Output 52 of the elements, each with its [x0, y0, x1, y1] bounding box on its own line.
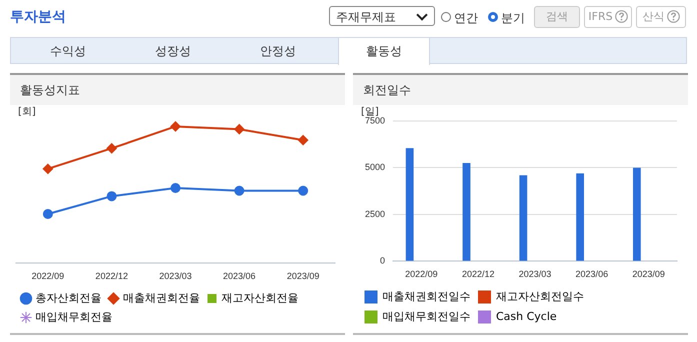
legend-label: 매출채권회전율	[123, 291, 200, 304]
point	[106, 143, 117, 154]
text: 성장성	[154, 43, 192, 60]
bar	[462, 163, 470, 261]
bar	[406, 148, 414, 261]
legend-label: 매입채무회전일수	[382, 310, 470, 323]
chart-title: 활동성지표	[10, 75, 345, 105]
y-axis-title: [회]	[18, 106, 36, 118]
legend-label: 총자산회전율	[36, 291, 102, 304]
legend-label: 매입채무회전율	[36, 310, 112, 324]
x-tick-label: 2022/12	[462, 269, 494, 280]
x-tick-label: 2023/03	[518, 269, 552, 280]
point	[42, 208, 53, 219]
text: 안정성	[259, 43, 297, 60]
text: 투자분석	[10, 8, 66, 26]
y-tick-label: 0	[380, 256, 386, 266]
x-tick-label: 2022/09	[32, 271, 64, 282]
x-tick-label: 2022/12	[95, 271, 128, 282]
x-tick-label: 2023/03	[159, 271, 192, 282]
text: 분기	[501, 11, 525, 25]
point	[42, 164, 53, 174]
point	[298, 135, 308, 146]
y-tick-label: 2500	[364, 208, 386, 219]
text: 주재무제표	[336, 10, 396, 24]
text: 연간	[454, 11, 478, 25]
text: 활동성	[338, 37, 430, 65]
text: 검색	[534, 6, 580, 28]
legend-label: Cash Cycle	[496, 310, 557, 323]
point	[170, 183, 180, 193]
point	[298, 186, 308, 196]
y-tick-label: 5000	[364, 162, 386, 172]
chart-title: 회전일수	[353, 75, 688, 105]
x-tick-label: 2023/06	[576, 269, 608, 280]
x-tick-label: 2023/06	[223, 271, 256, 282]
point	[234, 124, 244, 134]
point	[170, 121, 180, 132]
x-tick-label: 2023/09	[632, 269, 665, 280]
bar	[576, 173, 584, 261]
point	[106, 191, 117, 202]
legend-label: 재고자산회전일수	[496, 290, 584, 303]
x-tick-label: 2023/09	[286, 271, 320, 282]
x-tick-label: 2022/09	[405, 269, 438, 280]
bar	[519, 175, 528, 261]
bar	[632, 168, 641, 261]
point	[234, 186, 244, 196]
text: IFRS	[588, 10, 613, 23]
text: 산식	[642, 10, 664, 23]
legend-label: 매출채권회전일수	[382, 290, 470, 303]
y-tick-label: 7500	[364, 115, 386, 126]
text: 수익성	[49, 43, 87, 60]
legend-label: 재고자산회전율	[222, 291, 298, 304]
y-axis-title: [일]	[361, 106, 379, 118]
